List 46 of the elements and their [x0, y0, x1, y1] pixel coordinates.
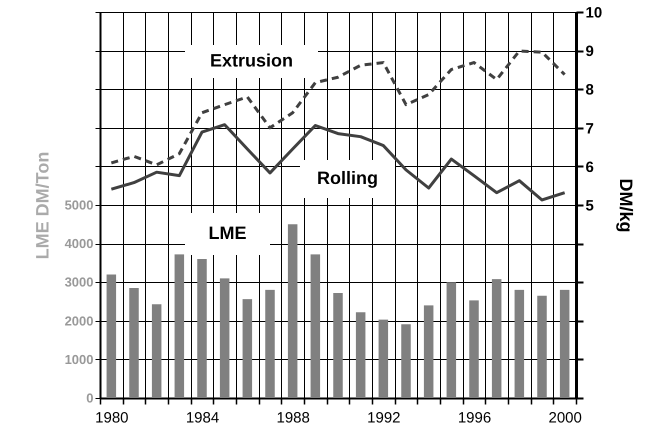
bar	[514, 290, 524, 398]
bar	[401, 324, 411, 398]
y-tick-label: 5000	[64, 198, 94, 212]
bar	[492, 279, 502, 398]
x-tick-label: 1984	[186, 410, 220, 426]
y-tick-label: 2000	[64, 313, 94, 328]
bar	[310, 254, 320, 398]
line-series	[110, 49, 566, 166]
x-tick-label: 2000	[548, 410, 582, 426]
y-tick-label: 4000	[64, 236, 94, 252]
bar	[242, 299, 252, 398]
y-tick-label: 1000	[64, 352, 94, 367]
y2-tick-label: 9	[586, 43, 594, 60]
y-axis-title: LME DM/Ton	[32, 152, 53, 260]
bar	[356, 312, 366, 398]
y2-tick-label: 8	[586, 82, 594, 99]
bar	[537, 296, 547, 398]
x-tick-label: 1996	[458, 410, 492, 426]
x-tick-label: 1988	[276, 410, 310, 426]
bar	[424, 305, 434, 398]
y2-tick-label: 5	[586, 198, 594, 214]
y-tick-label: 0	[86, 390, 94, 406]
series-label: Rolling	[317, 168, 378, 188]
x-tick-label: 1992	[367, 410, 401, 426]
bar	[288, 224, 298, 398]
bar	[152, 304, 162, 398]
x-tick-label: 1980	[95, 410, 129, 426]
y-tick-label: 3000	[64, 274, 94, 290]
y2-tick-label: 10	[586, 4, 602, 22]
series-label: LME	[208, 223, 246, 243]
bar	[129, 288, 139, 398]
series-label: Extrusion	[210, 50, 294, 70]
bar	[446, 282, 456, 398]
y2-axis-title: DM/kg	[616, 178, 636, 232]
bar	[378, 320, 388, 398]
bar	[197, 259, 207, 398]
bar	[174, 254, 184, 398]
y2-tick-label: 7	[586, 120, 594, 138]
bar	[265, 290, 275, 398]
bar	[333, 293, 343, 398]
line-series	[110, 123, 566, 202]
y2-tick-label: 6	[586, 158, 594, 176]
bar	[560, 290, 570, 398]
bar	[220, 278, 230, 398]
bar	[106, 274, 116, 398]
bar	[469, 300, 479, 398]
